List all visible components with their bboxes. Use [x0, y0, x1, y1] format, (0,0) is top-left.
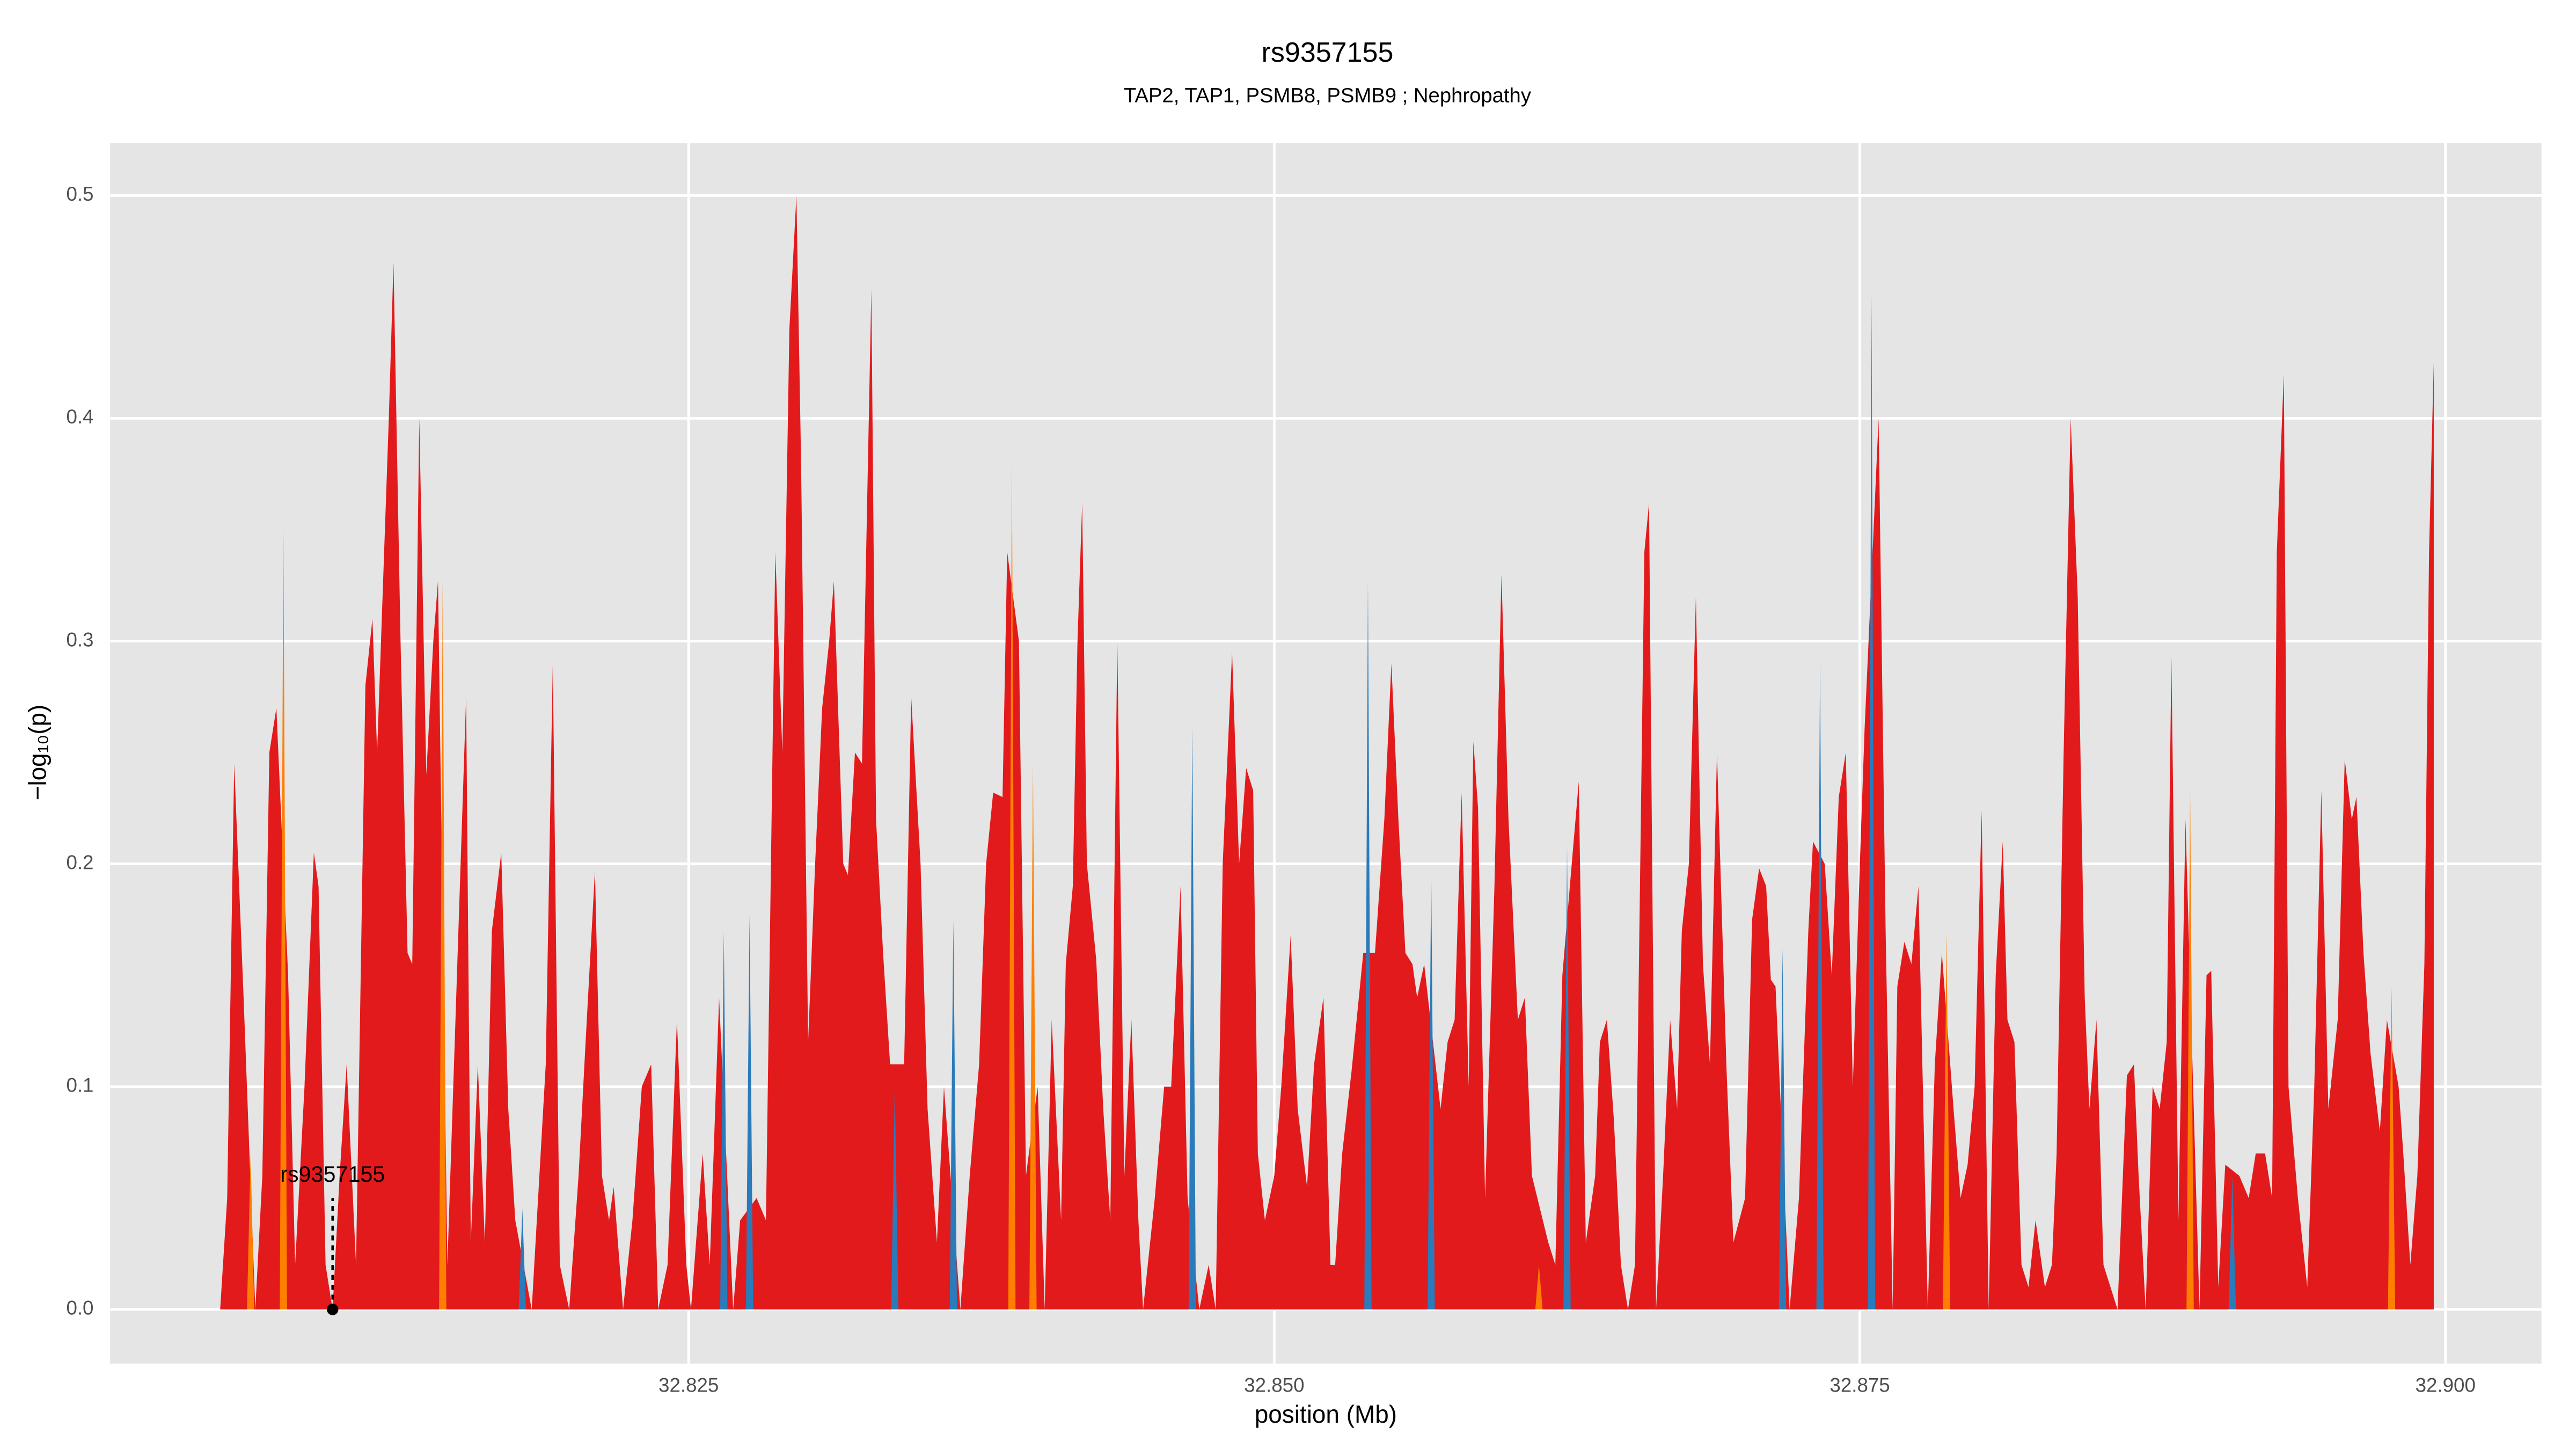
y-tick-label: 0.2: [66, 851, 93, 873]
spike: [1816, 658, 1824, 1309]
y-tick-label: 0.5: [66, 183, 93, 205]
spike: [1364, 581, 1372, 1309]
spike: [1535, 1264, 1543, 1309]
y-axis-label: −log₁₀(p): [24, 705, 52, 801]
x-axis-label: position (Mb): [1255, 1400, 1397, 1428]
y-tick-label: 0.3: [66, 628, 93, 650]
spike: [891, 1086, 899, 1309]
spike: [720, 931, 728, 1309]
spike: [1188, 726, 1196, 1309]
spike: [1779, 948, 1787, 1309]
x-tick-label: 32.825: [658, 1374, 719, 1396]
spike: [1008, 458, 1016, 1309]
annotation-point: [327, 1304, 339, 1315]
spike: [1029, 763, 1037, 1309]
x-tick-label: 32.900: [2416, 1374, 2476, 1396]
spike: [247, 1153, 254, 1309]
spike: [280, 529, 287, 1309]
spike: [518, 1209, 526, 1309]
annotation-label: rs9357155: [280, 1162, 385, 1187]
spike: [1868, 296, 1876, 1309]
spike: [439, 581, 447, 1309]
spike: [2186, 790, 2194, 1309]
spike: [949, 919, 957, 1309]
x-tick-label: 32.850: [1244, 1374, 1304, 1396]
y-tick-label: 0.1: [66, 1074, 93, 1096]
spike: [2228, 1175, 2236, 1309]
x-tick-label: 32.875: [1829, 1374, 1890, 1396]
spike: [2388, 986, 2396, 1309]
spike: [1943, 931, 1950, 1309]
spike: [745, 915, 753, 1309]
y-tick-label: 0.4: [66, 406, 93, 428]
spike: [1563, 846, 1571, 1309]
spike: [1428, 870, 1435, 1309]
y-tick-label: 0.0: [66, 1297, 93, 1319]
chart-subtitle: TAP2, TAP1, PSMB8, PSMB9 ; Nephropathy: [1124, 84, 1532, 107]
chart-title: rs9357155: [1262, 37, 1394, 68]
area: [220, 195, 2434, 1309]
